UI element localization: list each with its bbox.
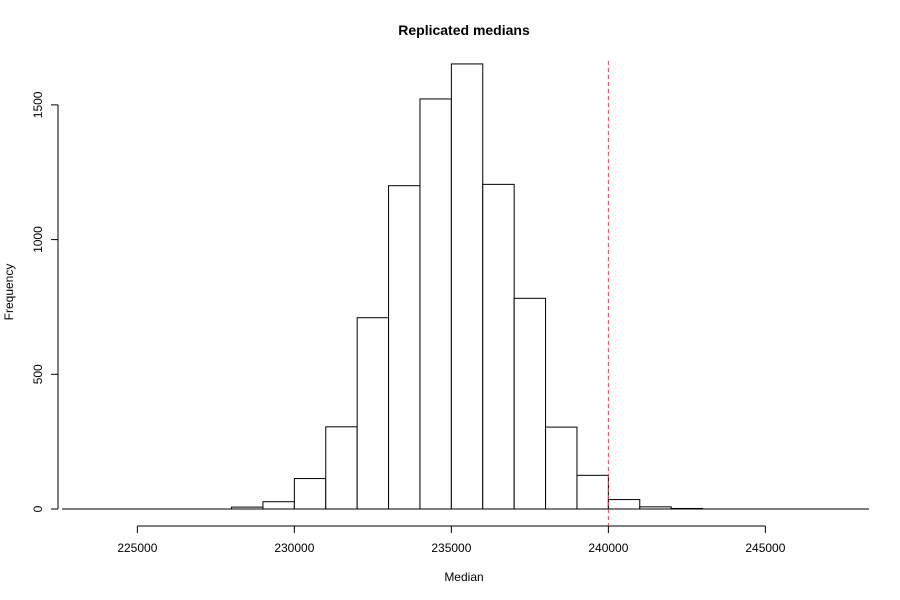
histogram-bar bbox=[356, 317, 390, 510]
x-tick-label: 230000 bbox=[274, 541, 314, 555]
histogram-bar bbox=[419, 98, 452, 510]
x-tick-label: 225000 bbox=[117, 541, 157, 555]
histogram-bar bbox=[450, 63, 484, 510]
histogram-bar bbox=[576, 474, 609, 510]
histogram-bar bbox=[325, 426, 358, 510]
y-axis: 0 500 1000 1500 bbox=[31, 91, 59, 512]
histogram-bar bbox=[293, 478, 327, 510]
x-axis: 225000 230000 235000 240000 245000 bbox=[117, 525, 786, 555]
histogram-bar bbox=[262, 501, 295, 510]
x-tick-label: 240000 bbox=[588, 541, 628, 555]
y-axis-label: Frequency bbox=[2, 264, 16, 321]
y-tick-label: 500 bbox=[31, 364, 45, 384]
x-axis-label: Median bbox=[444, 570, 483, 584]
histogram-bar bbox=[482, 183, 515, 510]
x-tick-label: 245000 bbox=[745, 541, 785, 555]
histogram-bars bbox=[231, 63, 704, 510]
y-tick-label: 1500 bbox=[31, 91, 45, 118]
histogram-bar bbox=[607, 499, 641, 510]
chart-title: Replicated medians bbox=[398, 22, 530, 38]
x-tick-label: 235000 bbox=[431, 541, 471, 555]
histogram-bar bbox=[388, 185, 421, 510]
histogram-bar bbox=[513, 297, 547, 510]
y-tick-label: 0 bbox=[31, 505, 45, 512]
histogram-bar bbox=[545, 426, 578, 510]
y-tick-label: 1000 bbox=[31, 226, 45, 253]
